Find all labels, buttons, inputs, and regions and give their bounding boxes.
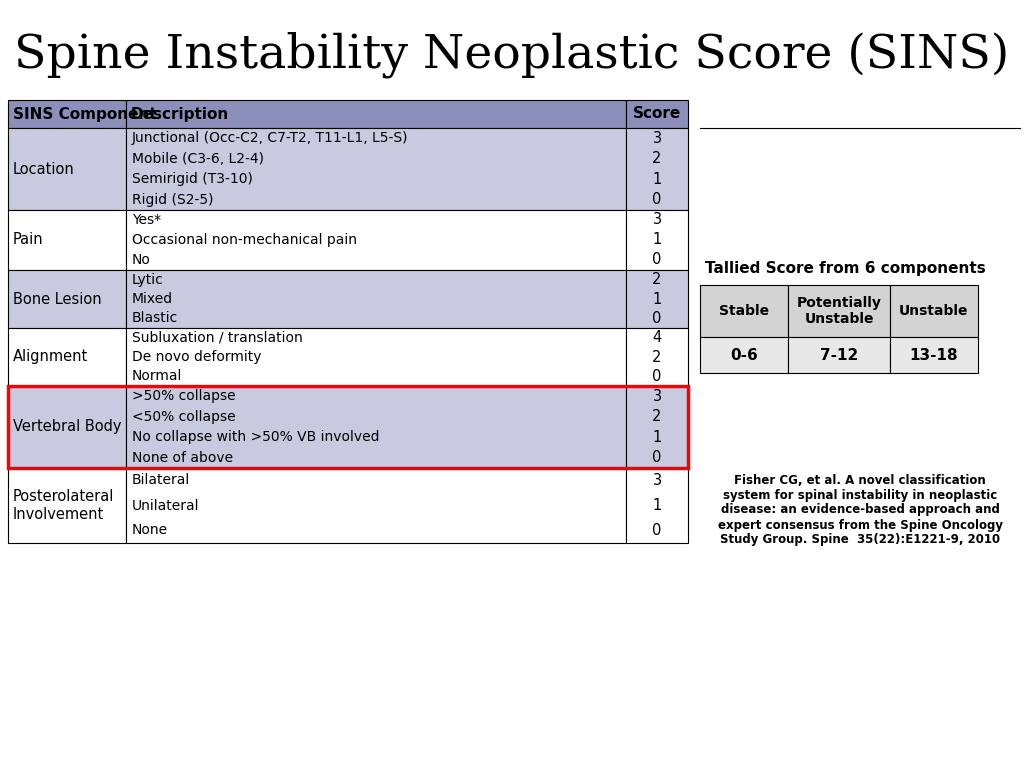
Text: 3: 3 bbox=[652, 131, 662, 146]
Bar bbox=[8, 386, 126, 468]
Text: Normal: Normal bbox=[132, 369, 182, 383]
Text: 1: 1 bbox=[652, 292, 662, 306]
Text: <50% collapse: <50% collapse bbox=[132, 410, 236, 424]
Bar bbox=[126, 270, 626, 328]
Bar bbox=[126, 328, 626, 386]
Text: Lytic: Lytic bbox=[132, 273, 164, 286]
Text: Mixed: Mixed bbox=[132, 292, 173, 306]
Text: 1: 1 bbox=[652, 430, 662, 445]
Text: 3: 3 bbox=[652, 473, 662, 488]
Text: 1: 1 bbox=[652, 233, 662, 247]
Bar bbox=[700, 337, 788, 373]
Text: 1: 1 bbox=[652, 498, 662, 513]
Bar bbox=[626, 100, 688, 128]
Bar bbox=[8, 128, 126, 210]
Bar bbox=[8, 468, 126, 543]
Text: 0: 0 bbox=[652, 450, 662, 465]
Text: Subluxation / translation: Subluxation / translation bbox=[132, 331, 303, 345]
Text: Junctional (Occ-C2, C7-T2, T11-L1, L5-S): Junctional (Occ-C2, C7-T2, T11-L1, L5-S) bbox=[132, 131, 409, 145]
Text: None: None bbox=[132, 524, 168, 538]
Text: De novo deformity: De novo deformity bbox=[132, 350, 261, 364]
Text: No: No bbox=[132, 253, 151, 267]
Bar bbox=[626, 328, 688, 386]
Text: Bilateral: Bilateral bbox=[132, 474, 190, 488]
Bar bbox=[626, 386, 688, 468]
Text: 0: 0 bbox=[652, 192, 662, 207]
Bar bbox=[8, 210, 126, 270]
Text: 2: 2 bbox=[652, 349, 662, 365]
Text: Unstable: Unstable bbox=[899, 304, 969, 318]
Text: 2: 2 bbox=[652, 409, 662, 424]
Text: Occasional non-mechanical pain: Occasional non-mechanical pain bbox=[132, 233, 357, 247]
Bar bbox=[626, 270, 688, 328]
Text: Alignment: Alignment bbox=[13, 349, 88, 365]
Text: Potentially
Unstable: Potentially Unstable bbox=[797, 296, 882, 326]
Text: 1: 1 bbox=[652, 172, 662, 187]
Text: Stable: Stable bbox=[719, 304, 769, 318]
Text: 3: 3 bbox=[652, 389, 662, 404]
Bar bbox=[626, 468, 688, 543]
Text: Rigid (S2-5): Rigid (S2-5) bbox=[132, 193, 213, 207]
Bar bbox=[126, 386, 626, 468]
Text: 2: 2 bbox=[652, 272, 662, 287]
Text: 4: 4 bbox=[652, 330, 662, 345]
Bar bbox=[126, 128, 626, 210]
Text: Blastic: Blastic bbox=[132, 311, 178, 326]
Text: Spine Instability Neoplastic Score (SINS): Spine Instability Neoplastic Score (SINS… bbox=[14, 31, 1010, 78]
Text: Score: Score bbox=[633, 107, 681, 121]
Bar bbox=[126, 468, 626, 543]
Text: SINS Component: SINS Component bbox=[13, 107, 157, 121]
Text: 7-12: 7-12 bbox=[820, 347, 858, 362]
Bar bbox=[126, 210, 626, 270]
Bar bbox=[788, 337, 890, 373]
Text: Location: Location bbox=[13, 161, 75, 177]
Bar bbox=[126, 100, 626, 128]
Text: Posterolateral
Involvement: Posterolateral Involvement bbox=[13, 489, 115, 521]
Text: Yes*: Yes* bbox=[132, 213, 161, 227]
Bar bbox=[8, 270, 126, 328]
Bar bbox=[700, 285, 788, 337]
Text: Fisher CG, et al. A novel classification
system for spinal instability in neopla: Fisher CG, et al. A novel classification… bbox=[718, 474, 1002, 547]
Text: Pain: Pain bbox=[13, 233, 44, 247]
Text: 0: 0 bbox=[652, 523, 662, 538]
Text: None of above: None of above bbox=[132, 451, 233, 465]
Text: 13-18: 13-18 bbox=[909, 347, 958, 362]
Bar bbox=[8, 328, 126, 386]
Text: 0-6: 0-6 bbox=[730, 347, 758, 362]
Text: 0: 0 bbox=[652, 311, 662, 326]
Text: Unilateral: Unilateral bbox=[132, 498, 200, 512]
Bar bbox=[890, 337, 978, 373]
Text: Vertebral Body: Vertebral Body bbox=[13, 419, 122, 435]
Bar bbox=[8, 100, 126, 128]
Text: Description: Description bbox=[131, 107, 229, 121]
Text: No collapse with >50% VB involved: No collapse with >50% VB involved bbox=[132, 430, 380, 444]
Bar bbox=[626, 128, 688, 210]
Bar bbox=[8, 386, 688, 468]
Text: 3: 3 bbox=[652, 213, 662, 227]
Text: Bone Lesion: Bone Lesion bbox=[13, 292, 101, 306]
Text: 0: 0 bbox=[652, 369, 662, 384]
Text: Tallied Score from 6 components: Tallied Score from 6 components bbox=[705, 260, 986, 276]
Text: 0: 0 bbox=[652, 253, 662, 267]
Bar bbox=[890, 285, 978, 337]
Text: Semirigid (T3-10): Semirigid (T3-10) bbox=[132, 172, 253, 187]
Text: >50% collapse: >50% collapse bbox=[132, 389, 236, 403]
Text: Mobile (C3-6, L2-4): Mobile (C3-6, L2-4) bbox=[132, 152, 264, 166]
Bar bbox=[626, 210, 688, 270]
Text: 2: 2 bbox=[652, 151, 662, 166]
Bar bbox=[788, 285, 890, 337]
